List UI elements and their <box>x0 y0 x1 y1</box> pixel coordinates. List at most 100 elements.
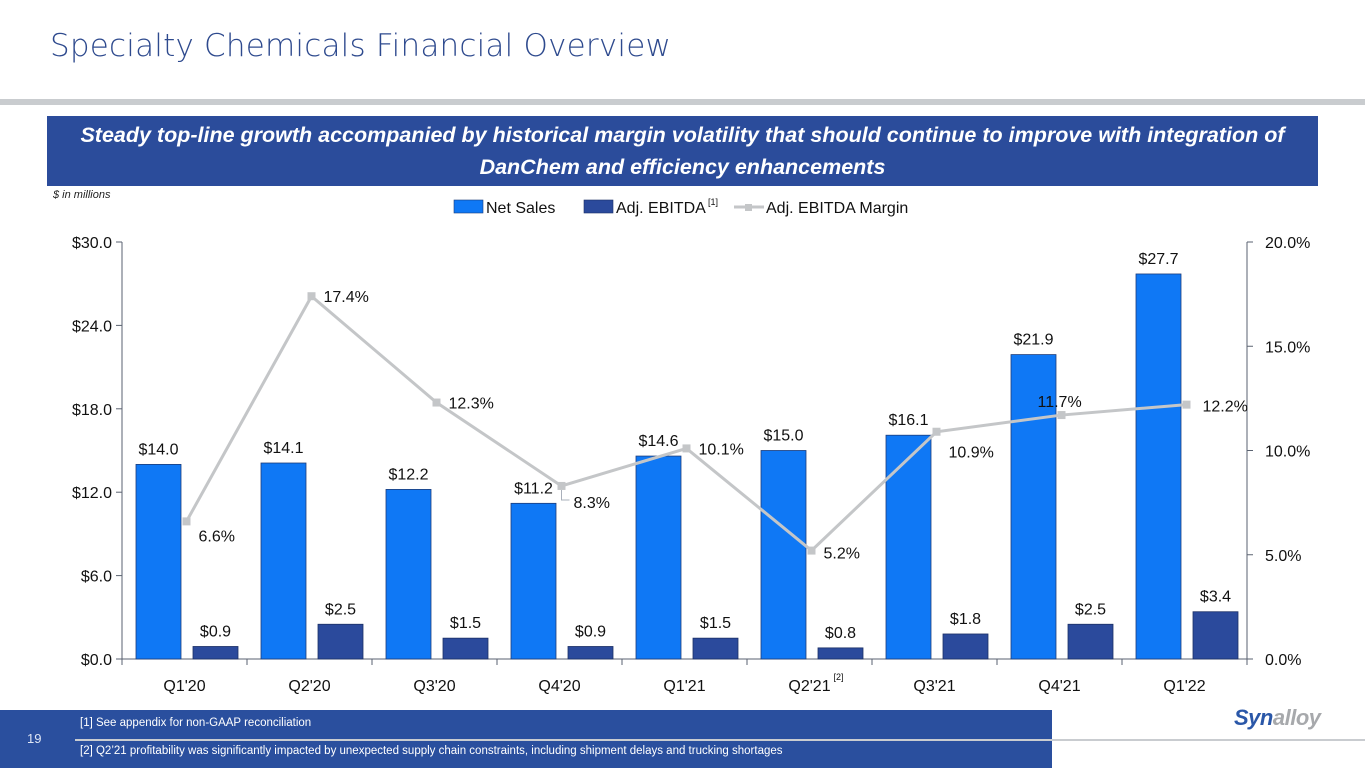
adj-ebitda-data-label: $0.8 <box>825 625 856 642</box>
net-sales-bar <box>635 455 682 660</box>
footer-divider <box>75 739 1365 741</box>
net-sales-bar <box>260 462 307 660</box>
net-sales-data-label: $14.0 <box>138 441 178 458</box>
right-axis-tick-label: 20.0% <box>1265 235 1310 252</box>
category-footnote-marker: [2] <box>834 672 844 682</box>
chart-legend: Net Sales Adj. EBITDA [1] Adj. EBITDA Margi… <box>453 197 908 217</box>
x-axis-category-label: Q4'20 <box>538 678 580 695</box>
units-note: $ in millions <box>53 189 111 201</box>
adj-ebitda-bar <box>817 647 864 660</box>
adj-ebitda-bar <box>1192 611 1239 660</box>
x-axis-category-label: Q2'21 <box>788 678 830 695</box>
net-sales-data-label: $21.9 <box>1013 332 1053 349</box>
page-number: 19 <box>27 731 42 746</box>
financial-chart: Net Sales Adj. EBITDA [1] Adj. EBITDA Margi… <box>72 197 1310 695</box>
net-sales-data-label: $14.1 <box>263 440 303 457</box>
label-leader-line <box>561 489 570 501</box>
title-divider <box>0 99 1365 105</box>
adj-ebitda-data-label: $2.5 <box>325 601 356 618</box>
margin-point-marker <box>1182 400 1191 409</box>
net-sales-data-label: $15.0 <box>763 428 803 445</box>
adj-ebitda-bar <box>567 646 614 660</box>
legend-swatch-adj-ebitda <box>583 199 614 214</box>
margin-data-label: 6.6% <box>199 528 235 545</box>
net-sales-bar <box>1010 354 1057 660</box>
margin-data-label: 8.3% <box>574 495 610 512</box>
x-axis-category-label: Q3'20 <box>413 678 455 695</box>
net-sales-bar <box>885 434 932 660</box>
margin-data-label: 5.2% <box>824 546 860 563</box>
margin-point-marker <box>682 444 691 453</box>
margin-data-label: 10.1% <box>699 441 744 458</box>
adj-ebitda-bar <box>317 623 364 660</box>
logo-alloy: alloy <box>1272 705 1321 730</box>
net-sales-data-label: $11.2 <box>514 480 553 497</box>
net-sales-data-label: $27.7 <box>1138 251 1178 268</box>
x-axis-category-label: Q2'20 <box>288 678 330 695</box>
legend-swatch-net-sales <box>453 199 484 214</box>
adj-ebitda-bar <box>942 633 989 660</box>
x-axis-category-label: Q3'21 <box>913 678 955 695</box>
x-axis-category-label: Q1'22 <box>1163 678 1205 695</box>
margin-point-marker <box>557 481 566 490</box>
margin-data-label: 17.4% <box>324 289 369 306</box>
chart-bars <box>135 273 1239 660</box>
margin-point-marker <box>807 546 816 555</box>
right-axis-tick-label: 10.0% <box>1265 444 1310 461</box>
margin-point-marker <box>932 427 941 436</box>
margin-data-label: 12.2% <box>1203 399 1248 416</box>
x-axis-category-label: Q1'20 <box>163 678 205 695</box>
net-sales-bar <box>385 489 432 660</box>
adj-ebitda-bar <box>192 646 239 660</box>
legend-label-adj-ebitda: Adj. EBITDA <box>616 200 706 217</box>
synalloy-logo: Synalloy <box>1234 705 1321 731</box>
left-axis-tick-label: $18.0 <box>72 402 112 419</box>
right-axis-tick-label: 0.0% <box>1265 652 1301 669</box>
x-axis-category-label: Q1'21 <box>663 678 705 695</box>
margin-data-label: 11.7% <box>1038 394 1082 411</box>
adj-ebitda-data-label: $2.5 <box>1075 601 1106 618</box>
left-axis-tick-label: $0.0 <box>81 652 112 669</box>
left-axis-tick-label: $12.0 <box>72 485 112 502</box>
margin-point-marker <box>1057 411 1066 420</box>
footnote-1: [1] See appendix for non-GAAP reconcilia… <box>80 717 312 729</box>
legend-marker-margin <box>745 204 752 211</box>
net-sales-bar <box>760 450 807 660</box>
chart-data-labels: $14.0 $0.9 $14.1 $2.5 $12.2 $1.5 $11.2 $0.9 $14.… <box>138 251 1247 642</box>
adj-ebitda-data-label: $1.5 <box>700 615 731 632</box>
left-axis-tick-label: $6.0 <box>81 569 112 586</box>
adj-ebitda-bar <box>442 637 489 660</box>
adj-ebitda-data-label: $0.9 <box>575 623 606 640</box>
logo-syn: Syn <box>1234 705 1273 730</box>
adj-ebitda-data-label: $1.8 <box>950 611 981 628</box>
net-sales-bar <box>1135 273 1182 660</box>
right-axis-tick-label: 5.0% <box>1265 548 1301 565</box>
margin-line-series <box>182 292 1191 555</box>
right-axis-tick-label: 15.0% <box>1265 339 1310 356</box>
x-axis-category-label: Q4'21 <box>1038 678 1080 695</box>
net-sales-data-label: $12.2 <box>388 466 428 483</box>
chart-axes: $0.0 $6.0 $12.0 $18.0 $24.0 $30.0 0.0% 5.0% 10.0… <box>72 235 1310 695</box>
legend-label-net-sales: Net Sales <box>486 200 555 217</box>
adj-ebitda-data-label: $0.9 <box>200 623 231 640</box>
left-axis-tick-label: $24.0 <box>72 318 112 335</box>
net-sales-bar <box>135 463 182 660</box>
margin-data-label: 12.3% <box>449 396 494 413</box>
net-sales-bar <box>510 502 557 660</box>
adj-ebitda-data-label: $1.5 <box>450 615 481 632</box>
slide-title: Specialty Chemicals Financial Overview <box>50 28 672 64</box>
legend-label-margin: Adj. EBITDA Margin <box>766 200 908 217</box>
margin-point-marker <box>432 398 441 407</box>
net-sales-data-label: $16.1 <box>888 412 928 429</box>
left-axis-tick-label: $30.0 <box>72 235 112 252</box>
margin-point-marker <box>307 292 316 301</box>
margin-point-marker <box>182 517 191 526</box>
net-sales-data-label: $14.6 <box>638 433 678 450</box>
adj-ebitda-bar <box>1067 623 1114 660</box>
headline-banner: Steady top-line growth accompanied by hi… <box>47 116 1318 186</box>
footnote-2: [2] Q2’21 profitability was significantl… <box>80 745 783 757</box>
adj-ebitda-data-label: $3.4 <box>1200 589 1231 606</box>
adj-ebitda-bar <box>692 637 739 660</box>
legend-footnote-marker: [1] <box>708 197 718 207</box>
margin-data-label: 10.9% <box>949 445 994 462</box>
